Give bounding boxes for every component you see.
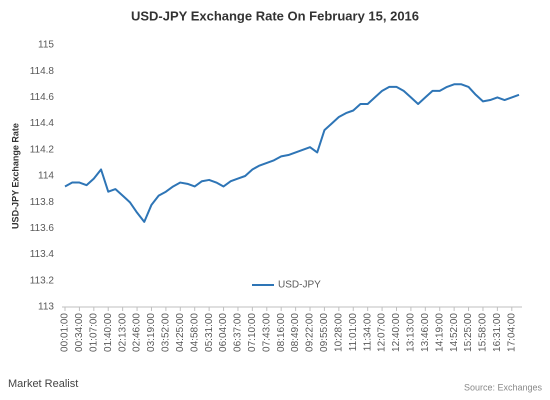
- y-tick-label: 113.6: [30, 223, 55, 234]
- y-tick-label: 115: [38, 40, 54, 51]
- x-tick-label: 08:16:00: [276, 313, 287, 352]
- y-axis-label: USD-JPY Exchange Rate: [10, 123, 20, 229]
- x-tick-label: 03:19:00: [146, 313, 157, 352]
- x-tick-label: 10:28:00: [333, 313, 344, 352]
- x-tick-label: 01:07:00: [88, 313, 99, 352]
- y-tick-label: 113: [38, 302, 54, 313]
- x-tick-label: 14:52:00: [449, 313, 460, 352]
- x-tick-label: 08:49:00: [290, 313, 301, 352]
- x-tick-label: 12:07:00: [377, 313, 388, 352]
- x-tick-label: 07:43:00: [261, 313, 272, 352]
- brand: Market Realist: [8, 378, 78, 390]
- x-tick-label: 09:55:00: [319, 313, 330, 352]
- x-tick-label: 06:04:00: [218, 313, 229, 352]
- x-tick-label: 03:52:00: [161, 313, 172, 352]
- x-tick-label: 12:40:00: [391, 313, 402, 352]
- x-tick-label: 16:31:00: [492, 313, 503, 352]
- chart-title: USD-JPY Exchange Rate On February 15, 20…: [131, 8, 419, 23]
- x-tick-label: 06:37:00: [233, 313, 244, 352]
- x-tick-label: 00:34:00: [74, 313, 85, 352]
- x-tick-label: 11:01:00: [348, 313, 359, 352]
- y-tick-label: 114.4: [30, 118, 55, 129]
- source: Source: Exchanges: [464, 382, 543, 392]
- series-line: [64, 83, 520, 223]
- x-tick-label: 15:25:00: [463, 313, 474, 352]
- y-tick-label: 114: [38, 171, 54, 182]
- x-tick-label: 14:19:00: [434, 313, 445, 352]
- y-tick-label: 113.4: [30, 249, 55, 260]
- y-tick-label: 114.6: [30, 92, 55, 103]
- x-tick-label: 04:58:00: [189, 313, 200, 352]
- y-tick-label: 113.8: [30, 197, 55, 208]
- x-tick-label: 13:13:00: [406, 313, 417, 352]
- legend-label: USD-JPY: [278, 280, 321, 291]
- x-tick-label: 00:01:00: [60, 313, 71, 352]
- y-tick-label: 113.2: [30, 275, 55, 286]
- x-tick-label: 09:22:00: [305, 313, 316, 352]
- x-tick-label: 15:58:00: [478, 313, 489, 352]
- x-tick-label: 04:25:00: [175, 313, 186, 352]
- x-tick-label: 01:40:00: [103, 313, 114, 352]
- x-tick-label: 07:10:00: [247, 313, 258, 352]
- x-tick-label: 17:04:00: [506, 313, 517, 352]
- x-tick-label: 05:31:00: [204, 313, 215, 352]
- y-tick-label: 114.8: [30, 66, 55, 77]
- x-tick-label: 02:46:00: [132, 313, 143, 352]
- y-tick-label: 114.2: [30, 144, 55, 155]
- x-tick-label: 11:34:00: [362, 313, 373, 352]
- x-tick-label: 02:13:00: [117, 313, 128, 352]
- x-tick-label: 13:46:00: [420, 313, 431, 352]
